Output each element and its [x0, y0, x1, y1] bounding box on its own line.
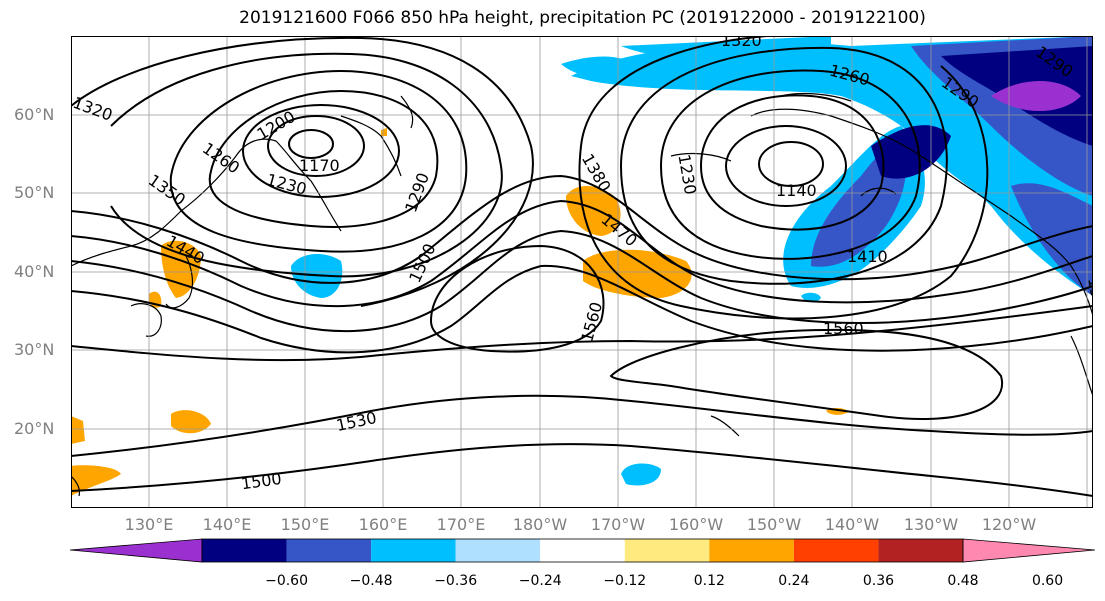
colorbar-tick-label: −0.48 [349, 573, 393, 589]
contour-label: 1350 [145, 171, 189, 210]
contour-label: 1260 [199, 139, 243, 178]
contour-label: 1170 [299, 156, 340, 175]
lon-label-140w: 140°W [824, 515, 880, 534]
colorbar-tick-label: 0.12 [693, 573, 725, 589]
colorbar-segment [878, 539, 963, 562]
lon-label-130w: 130°W [903, 515, 959, 534]
colorbar-segment [286, 539, 372, 562]
lat-label-50n: 50°N [14, 183, 55, 202]
colorbar-segment [202, 539, 287, 562]
contour-label: 1140 [776, 181, 817, 200]
lon-label-120w: 120°W [981, 515, 1037, 534]
colorbar-extend-low [70, 538, 203, 563]
colorbar-segment [709, 539, 794, 562]
colorbar [70, 538, 1095, 563]
colorbar-tick-label: 0.36 [862, 573, 895, 589]
lon-label-130e: 130°E [124, 515, 174, 534]
colorbar-tick-label: −0.12 [603, 573, 647, 589]
lon-label-150e: 150°E [280, 515, 330, 534]
lon-label-160e: 160°E [358, 515, 408, 534]
map-panel: 1320 1200 1260 1170 1230 1350 1440 1290 … [71, 36, 1093, 508]
colorbar-tick-label: 0.48 [947, 573, 979, 589]
colorbar-segment [455, 539, 541, 562]
lon-label-180w: 180°W [512, 515, 568, 534]
colorbar-tick-label: −0.36 [434, 573, 478, 589]
precip-shading [71, 36, 1093, 496]
lat-label-60n: 60°N [14, 105, 55, 124]
colorbar-segment [793, 539, 879, 562]
lon-label-150w: 150°W [746, 515, 802, 534]
colorbar-segment [540, 539, 625, 562]
colorbar-tick-label: 0.60 [1031, 573, 1064, 589]
contour-label: 1500 [240, 469, 283, 493]
contour-label: 1320 [71, 93, 115, 125]
colorbar-tick-label: 0.24 [778, 573, 810, 589]
colorbar-tick-label: −0.60 [265, 573, 308, 589]
lon-label-160w: 160°W [668, 515, 724, 534]
lon-label-170e: 170°E [436, 515, 486, 534]
colorbar-tick-label: −0.24 [518, 573, 562, 589]
contour-label: 1530 [334, 408, 378, 435]
chart-title: 2019121600 F066 850 hPa height, precipit… [239, 8, 926, 28]
colorbar-extend-high [962, 538, 1095, 563]
height-contours [71, 36, 1093, 497]
contour-label: 1560 [823, 319, 864, 338]
contour-label: 1530 [1084, 276, 1093, 319]
lat-label-20n: 20°N [14, 419, 55, 438]
colorbar-segment [371, 539, 456, 562]
lon-label-170w: 170°W [590, 515, 646, 534]
map-frame [71, 36, 1093, 508]
lon-label-140e: 140°E [202, 515, 252, 534]
lat-label-30n: 30°N [14, 340, 55, 359]
colorbar-frame [201, 538, 964, 563]
contour-label: 1560 [577, 300, 606, 344]
map-svg: 1320 1200 1260 1170 1230 1350 1440 1290 … [71, 36, 1093, 508]
lat-label-40n: 40°N [14, 262, 55, 281]
contour-label: 1320 [721, 36, 762, 50]
colorbar-segment [624, 539, 710, 562]
colorbar-segments [70, 538, 1095, 563]
contour-label: 1410 [847, 247, 888, 266]
